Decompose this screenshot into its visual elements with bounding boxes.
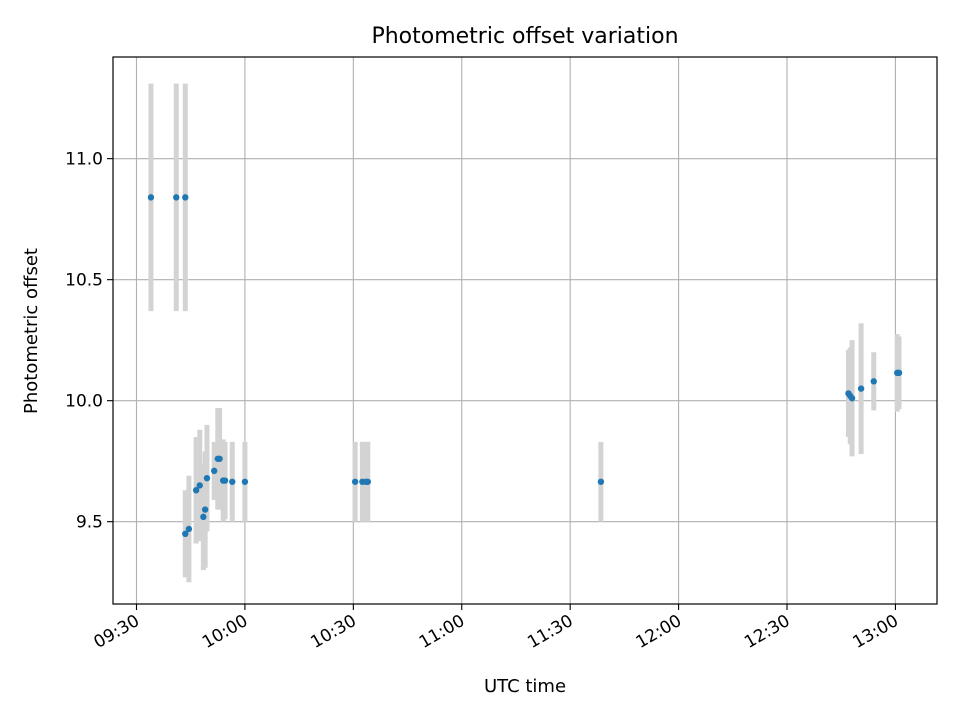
data-point <box>182 194 189 201</box>
data-point <box>351 478 359 485</box>
y-axis-label: Photometric offset <box>21 248 42 414</box>
plot-frame <box>112 56 938 605</box>
data-point <box>196 482 203 489</box>
data-point <box>173 194 180 201</box>
data-point <box>147 194 155 201</box>
data-point <box>210 467 218 475</box>
data-point <box>216 455 223 462</box>
data-point <box>201 506 209 513</box>
data-point <box>192 487 200 494</box>
data-point <box>229 478 236 485</box>
data-point <box>200 513 207 521</box>
data-point <box>182 530 189 538</box>
y-tick-label: 9.5 <box>76 513 103 533</box>
data-point <box>857 385 865 392</box>
data-point <box>597 478 605 485</box>
data-point <box>364 478 371 485</box>
data-point <box>870 378 877 385</box>
data-point <box>221 477 229 484</box>
y-tick-label: 11.0 <box>65 150 103 170</box>
x-axis-label: UTC time <box>484 676 566 697</box>
grid <box>113 57 937 604</box>
data-point <box>848 395 856 402</box>
y-tick-label: 10.5 <box>65 271 103 291</box>
y-axis: 9.5 10.0 10.5 11.0 <box>65 150 113 533</box>
data-point <box>895 369 903 377</box>
chart-title: Photometric offset variation <box>371 24 678 49</box>
data-points <box>147 194 903 538</box>
data-point <box>185 525 193 533</box>
y-tick-label: 10.0 <box>65 392 103 412</box>
data-point <box>203 474 211 482</box>
data-point <box>241 478 249 485</box>
